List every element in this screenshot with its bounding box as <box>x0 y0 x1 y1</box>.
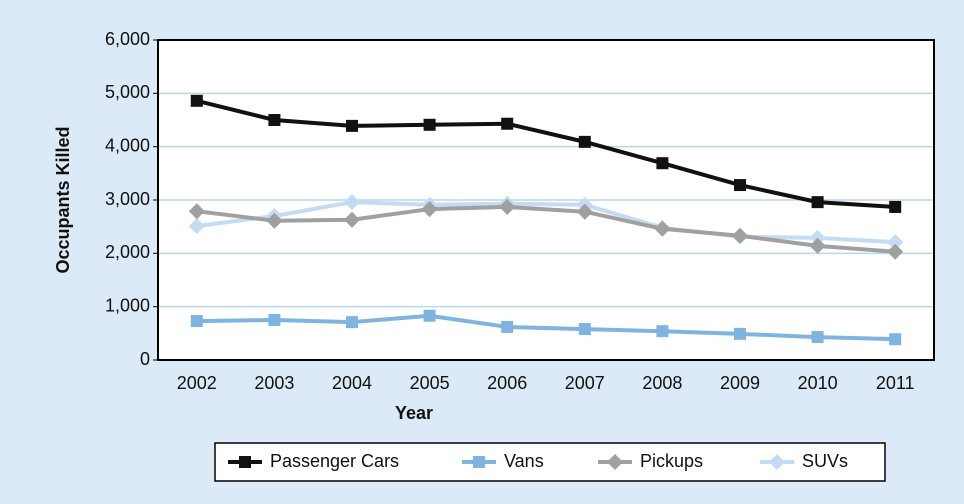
marker <box>501 117 514 130</box>
marker <box>734 327 746 340</box>
x-tick-label: 2007 <box>565 373 605 393</box>
x-tick-label: 2008 <box>642 373 682 393</box>
legend-marker <box>473 456 485 468</box>
marker <box>656 157 669 170</box>
series-line <box>196 200 896 245</box>
marker <box>734 179 746 192</box>
marker <box>578 135 591 148</box>
marker <box>346 119 358 132</box>
y-tick-label: 5,000 <box>105 82 150 102</box>
legend-label: Passenger Cars <box>270 451 399 471</box>
marker <box>268 314 281 326</box>
marker <box>344 194 360 211</box>
x-tick-label: 2009 <box>720 373 760 393</box>
y-tick-label: 0 <box>140 349 150 369</box>
y-tick-label: 6,000 <box>105 29 150 49</box>
marker <box>190 94 203 107</box>
legend-marker <box>769 454 785 470</box>
marker <box>656 325 669 338</box>
marker <box>654 220 671 237</box>
legend-label: SUVs <box>802 451 848 471</box>
x-tick-label: 2011 <box>876 373 915 393</box>
series-line <box>196 313 896 342</box>
marker <box>188 203 205 220</box>
x-tick-label: 2006 <box>487 373 527 393</box>
marker <box>889 333 902 346</box>
y-tick-label: 1,000 <box>105 295 150 315</box>
marker <box>346 316 358 329</box>
marker <box>188 218 205 235</box>
marker <box>499 198 516 215</box>
marker <box>889 200 902 213</box>
legend-label: Pickups <box>640 451 703 471</box>
marker <box>809 237 826 254</box>
marker <box>576 203 593 220</box>
marker <box>421 201 438 218</box>
x-tick-label: 2005 <box>410 373 450 393</box>
y-tick-label: 4,000 <box>105 135 150 155</box>
legend-marker <box>239 456 251 468</box>
marker <box>423 309 436 322</box>
marker <box>266 212 283 229</box>
marker <box>501 320 514 333</box>
y-axis-title: Occupants Killed <box>53 126 73 273</box>
marker <box>190 315 203 328</box>
marker <box>423 118 436 131</box>
legend-marker <box>607 454 623 470</box>
series-line <box>196 204 896 254</box>
marker <box>811 331 824 344</box>
plot-border <box>157 39 935 361</box>
marker <box>732 227 748 244</box>
y-tick-label: 2,000 <box>105 242 150 262</box>
marker <box>268 114 281 126</box>
x-tick-label: 2003 <box>254 373 294 393</box>
marker <box>887 243 904 260</box>
marker <box>578 323 591 336</box>
x-tick-label: 2010 <box>798 373 838 393</box>
x-tick-label: 2002 <box>177 373 217 393</box>
marker <box>887 234 904 251</box>
x-tick-label: 2004 <box>332 373 372 393</box>
x-axis-title: Year <box>395 403 433 423</box>
series-line <box>196 98 896 209</box>
marker <box>344 211 360 228</box>
marker <box>811 196 824 209</box>
y-tick-label: 3,000 <box>105 189 150 209</box>
legend-label: Vans <box>504 451 544 471</box>
